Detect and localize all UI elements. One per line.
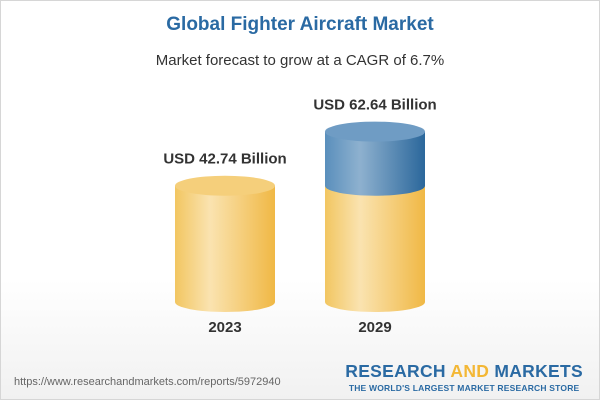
cylinder-growth-2029: [325, 131, 425, 196]
cylinder-base-2023: [175, 185, 275, 312]
category-label: 2023: [208, 319, 241, 336]
research-and-markets-logo: RESEARCH AND MARKETS THE WORLD'S LARGEST…: [345, 361, 583, 393]
cylinder-top-2023: [175, 175, 275, 196]
data-label: USD 62.64 Billion: [313, 97, 436, 114]
source-url[interactable]: https://www.researchandmarkets.com/repor…: [14, 376, 281, 388]
cylinder-base-2029: [325, 185, 425, 312]
data-label: USD 42.74 Billion: [163, 151, 286, 168]
chart-title: Global Fighter Aircraft Market: [166, 14, 434, 35]
chart-subtitle: Market forecast to grow at a CAGR of 6.7…: [155, 52, 445, 69]
category-label: 2029: [358, 319, 391, 336]
cylinder-top-2029: [325, 121, 425, 142]
